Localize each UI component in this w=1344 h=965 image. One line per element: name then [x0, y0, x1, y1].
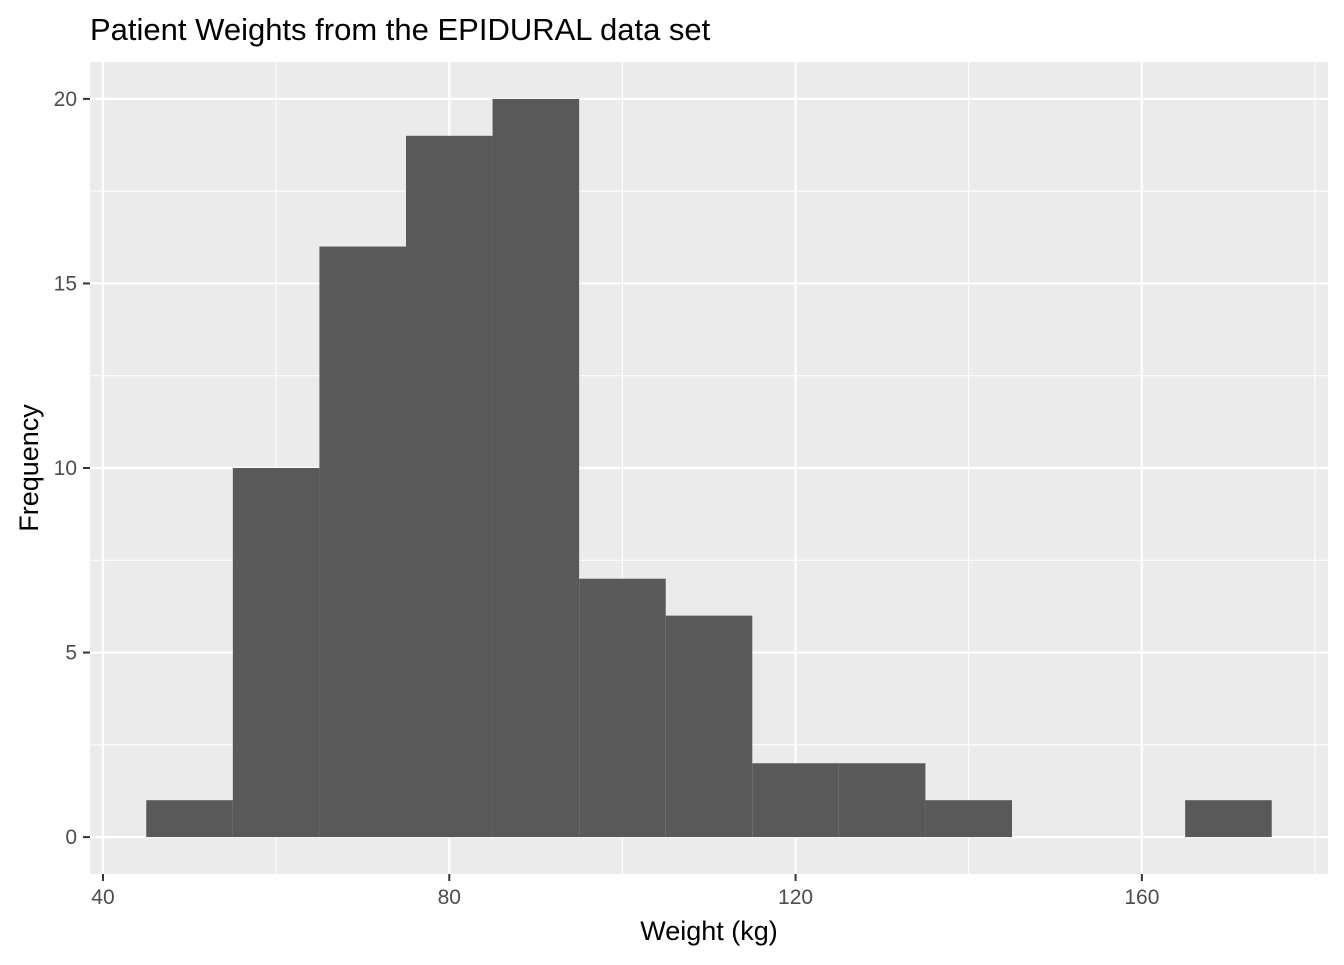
histogram-bar	[492, 98, 580, 838]
x-axis: 40 80 120 160	[91, 874, 1159, 909]
histogram-bar	[232, 468, 320, 838]
histogram-bar	[665, 615, 753, 838]
histogram-bar	[838, 763, 926, 838]
y-tick-label: 0	[65, 826, 77, 849]
x-tick-label: 80	[438, 886, 461, 909]
x-tick-label: 160	[1124, 886, 1159, 909]
y-tick-label: 15	[54, 272, 77, 295]
histogram-bar	[579, 578, 666, 838]
chart-title: Patient Weights from the EPIDURAL data s…	[90, 12, 711, 47]
histogram-bar	[319, 246, 406, 838]
x-tick-label: 120	[778, 886, 813, 909]
y-axis: 0 5 10 15 20	[54, 88, 90, 849]
histogram-bars	[146, 98, 1272, 838]
histogram-bar	[752, 763, 839, 838]
histogram-bar	[146, 800, 233, 838]
y-tick-label: 5	[65, 642, 77, 665]
y-axis-title: Frequency	[14, 404, 44, 532]
histogram-bar	[925, 800, 1013, 838]
y-tick-label: 20	[54, 88, 77, 111]
y-tick-label: 10	[54, 457, 77, 480]
histogram-bar	[1185, 800, 1272, 838]
histogram-bar	[405, 135, 493, 838]
x-axis-title: Weight (kg)	[640, 916, 778, 946]
x-tick-label: 40	[91, 886, 114, 909]
